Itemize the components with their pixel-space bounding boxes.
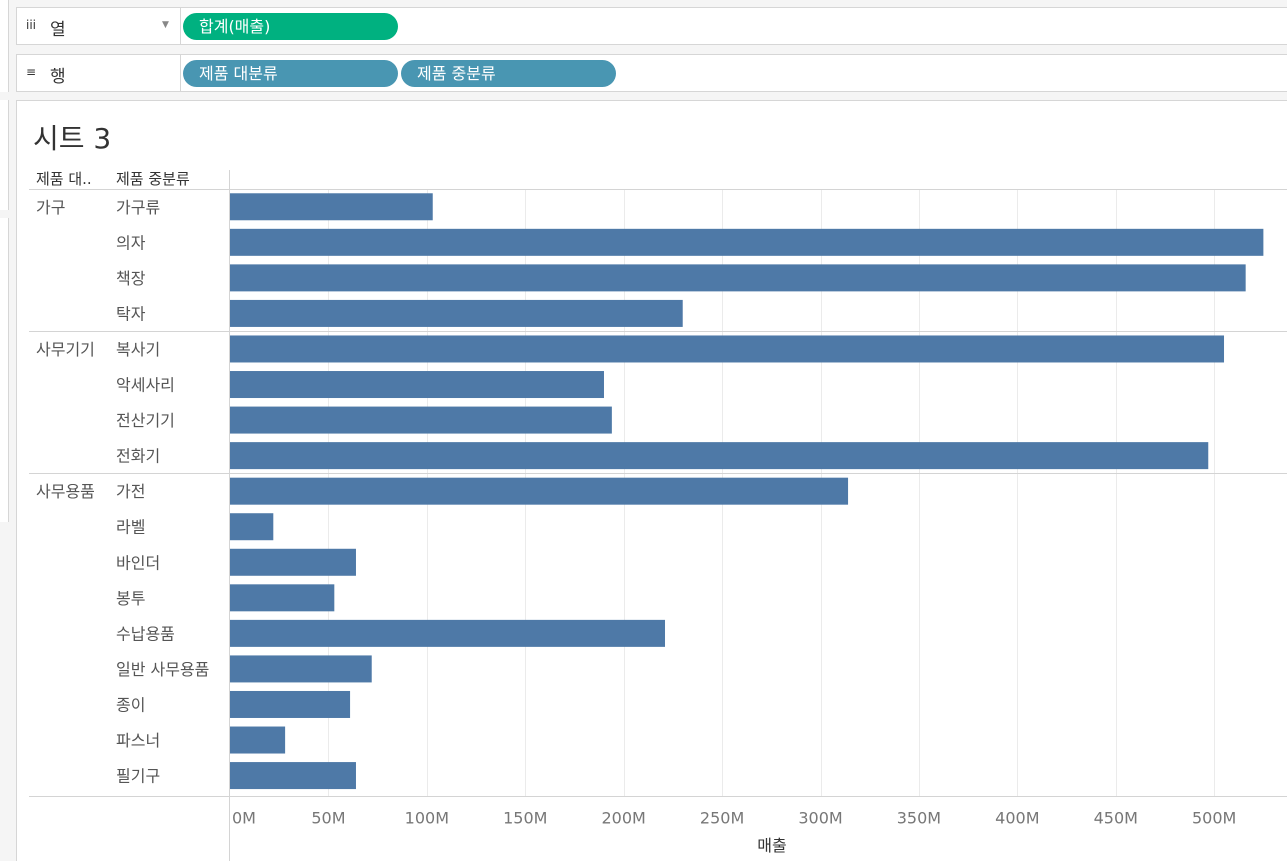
category-label: 종이 [116, 695, 145, 714]
bar [230, 655, 372, 683]
x-tick-label: 350M [897, 808, 941, 827]
bar [230, 228, 1264, 256]
bar [230, 406, 612, 434]
category-label: 복사기 [116, 340, 160, 359]
bar [230, 548, 356, 576]
pill-sum-sales[interactable]: 합계(매출) [183, 13, 398, 40]
columns-shelf[interactable]: iii 열 ▼ 합계(매출) [16, 7, 1287, 45]
category-label: 의자 [116, 233, 146, 252]
pill-product-category[interactable]: 제품 대분류 [183, 60, 398, 87]
x-tick-label: 200M [601, 808, 645, 827]
group-label: 사무기기 [36, 340, 95, 359]
category-label: 수납용품 [116, 624, 175, 643]
x-tick-label: 0M [232, 808, 256, 827]
category-label: 책장 [116, 269, 146, 288]
bar [230, 477, 849, 505]
bar [230, 762, 356, 790]
x-tick-label: 400M [995, 808, 1039, 827]
x-tick-label: 300M [798, 808, 842, 827]
category-label: 가구류 [116, 198, 160, 217]
bar [230, 690, 351, 718]
columns-icon: iii [26, 18, 37, 32]
panel-edge-bottom [0, 218, 9, 522]
category-label: 바인더 [116, 553, 160, 572]
bar [230, 299, 683, 327]
group-label: 사무용품 [36, 482, 95, 501]
category-label: 악세사리 [116, 376, 175, 395]
category-label: 탁자 [116, 304, 146, 323]
category-label: 가전 [116, 482, 145, 501]
bar [230, 619, 666, 647]
x-axis-title: 매출 [757, 836, 786, 855]
bar [230, 513, 274, 541]
pill-product-subcategory[interactable]: 제품 중분류 [401, 60, 616, 87]
group-label: 가구 [36, 198, 65, 217]
chevron-down-icon[interactable]: ▼ [162, 20, 169, 30]
x-tick-label: 250M [700, 808, 744, 827]
bar [230, 371, 604, 399]
bar [230, 442, 1209, 470]
columns-shelf-label: iii 열 ▼ [17, 8, 181, 44]
bar [230, 193, 433, 221]
bar [230, 584, 335, 612]
rows-shelf[interactable]: ≡ 행 제품 대분류 제품 중분류 [16, 54, 1287, 92]
rows-shelf-label: ≡ 행 [17, 55, 181, 91]
category-label: 파스너 [116, 731, 160, 750]
bar [230, 264, 1246, 292]
x-tick-label: 50M [311, 808, 345, 827]
x-tick-label: 150M [503, 808, 547, 827]
category-label: 필기구 [116, 767, 160, 786]
category-label: 일반 사무용품 [116, 660, 209, 679]
x-tick-label: 100M [405, 808, 449, 827]
category-label: 전산기기 [116, 411, 175, 430]
rows-label: 행 [50, 67, 66, 87]
x-tick-label: 500M [1192, 808, 1236, 827]
category-label: 전화기 [116, 447, 160, 466]
row-header-subcategory: 제품 중분류 [116, 170, 190, 188]
rows-icon: ≡ [26, 65, 37, 79]
columns-label: 열 [50, 20, 66, 40]
panel-edge-middle [0, 100, 9, 210]
category-label: 봉투 [116, 589, 145, 608]
bar [230, 335, 1225, 363]
left-panel-edge [0, 0, 9, 861]
category-label: 라벨 [116, 518, 145, 537]
row-header-category: 제품 대.. [36, 170, 92, 188]
bar [230, 726, 286, 754]
sheet-title: 시트 3 [33, 122, 112, 155]
panel-edge-top [0, 0, 9, 92]
x-tick-label: 450M [1094, 808, 1138, 827]
